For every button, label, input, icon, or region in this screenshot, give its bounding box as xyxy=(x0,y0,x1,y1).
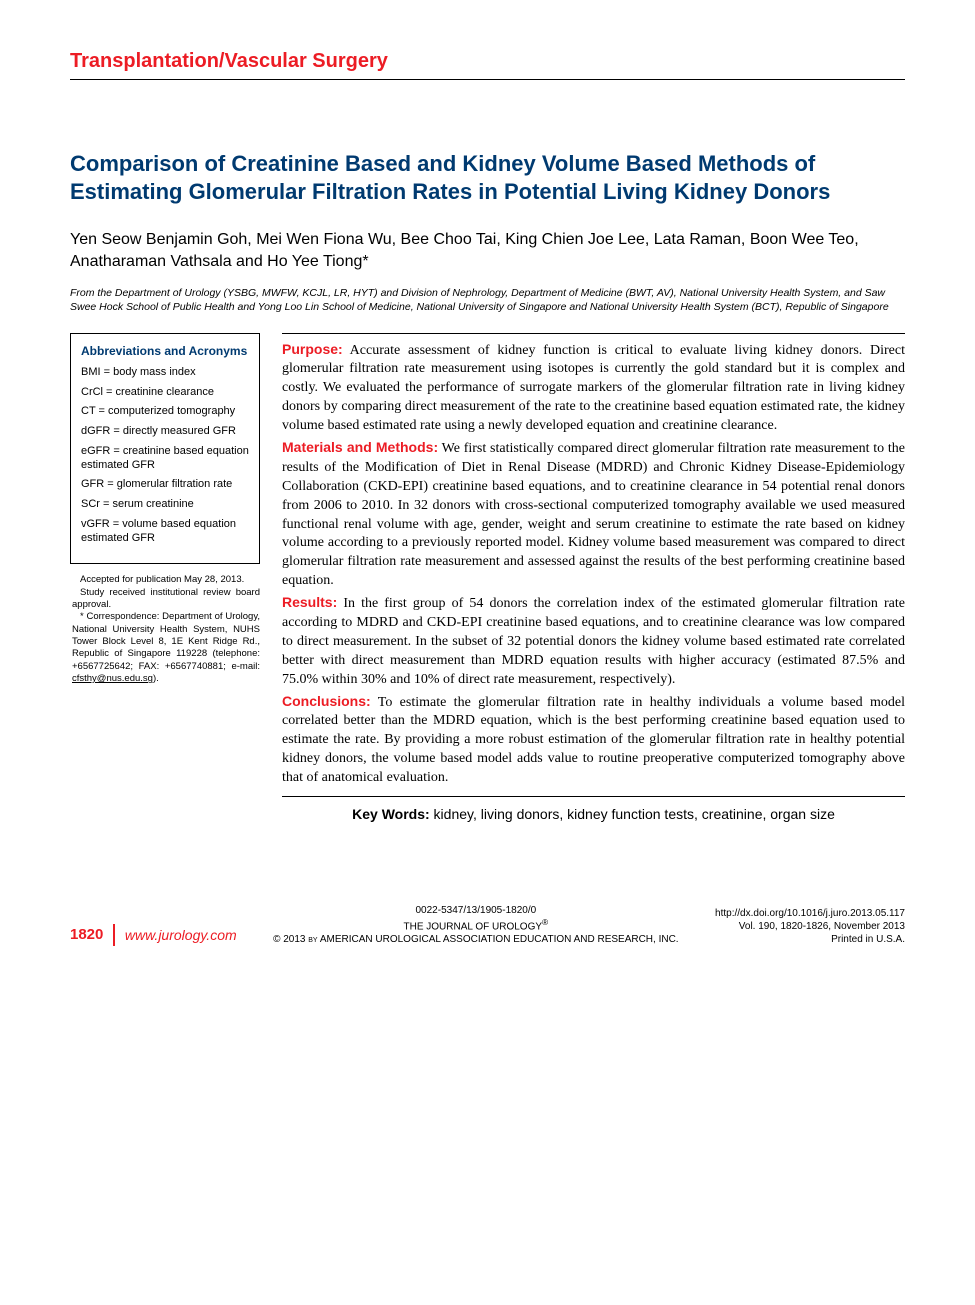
journal-name: THE JOURNAL OF UROLOGY® xyxy=(237,917,715,933)
abstract: Purpose: Accurate assessment of kidney f… xyxy=(282,333,905,824)
abstract-results: Results: In the first group of 54 donors… xyxy=(282,593,905,689)
keywords-text: kidney, living donors, kidney function t… xyxy=(430,806,835,822)
content-columns: Abbreviations and Acronyms BMI = body ma… xyxy=(70,333,905,824)
affiliation: From the Department of Urology (YSBG, MW… xyxy=(70,286,905,314)
keywords: Key Words: kidney, living donors, kidney… xyxy=(282,796,905,824)
printed-in: Printed in U.S.A. xyxy=(715,933,905,946)
abbrev-item: SCr = serum creatinine xyxy=(81,498,249,512)
accepted-date: Accepted for publication May 28, 2013. xyxy=(72,574,260,586)
abbrev-item: BMI = body mass index xyxy=(81,366,249,380)
irb-note: Study received institutional review boar… xyxy=(72,587,260,612)
sidebar-notes: Accepted for publication May 28, 2013. S… xyxy=(70,574,260,685)
article-title: Comparison of Creatinine Based and Kidne… xyxy=(70,150,905,205)
copyright: © 2013 by AMERICAN UROLOGICAL ASSOCIATIO… xyxy=(237,933,715,946)
abbreviations-box: Abbreviations and Acronyms BMI = body ma… xyxy=(70,333,260,565)
footer-center: 0022-5347/13/1905-1820/0 THE JOURNAL OF … xyxy=(237,904,715,946)
abbrev-item: dGFR = directly measured GFR xyxy=(81,425,249,439)
abbrev-item: CT = computerized tomography xyxy=(81,405,249,419)
results-label: Results: xyxy=(282,594,337,610)
author-list: Yen Seow Benjamin Goh, Mei Wen Fiona Wu,… xyxy=(70,229,905,272)
methods-label: Materials and Methods: xyxy=(282,439,438,455)
divider-icon xyxy=(113,924,115,946)
doi: http://dx.doi.org/10.1016/j.juro.2013.05… xyxy=(715,907,905,920)
footer-left: 1820 www.jurology.com xyxy=(70,924,237,946)
abstract-conclusions: Conclusions: To estimate the glomerular … xyxy=(282,692,905,788)
abstract-methods: Materials and Methods: We first statisti… xyxy=(282,438,905,591)
volume-info: Vol. 190, 1820-1826, November 2013 xyxy=(715,920,905,933)
page-number: 1820 xyxy=(70,925,103,945)
journal-url: www.jurology.com xyxy=(125,926,237,944)
issn: 0022-5347/13/1905-1820/0 xyxy=(237,904,715,917)
abbrev-item: eGFR = creatinine based equation estimat… xyxy=(81,445,249,473)
abstract-purpose: Purpose: Accurate assessment of kidney f… xyxy=(282,340,905,436)
conclusions-label: Conclusions: xyxy=(282,693,371,709)
correspondence-email: cfsthy@nus.edu.sg xyxy=(72,673,153,684)
sidebar: Abbreviations and Acronyms BMI = body ma… xyxy=(70,333,260,686)
keywords-label: Key Words: xyxy=(352,806,430,822)
abbreviations-title: Abbreviations and Acronyms xyxy=(81,344,249,358)
section-header: Transplantation/Vascular Surgery xyxy=(70,50,905,80)
abbrev-item: GFR = glomerular filtration rate xyxy=(81,478,249,492)
correspondence-note: * Correspondence: Department of Urology,… xyxy=(72,611,260,685)
footer-right: http://dx.doi.org/10.1016/j.juro.2013.05… xyxy=(715,907,905,946)
purpose-label: Purpose: xyxy=(282,341,343,357)
page-footer: 1820 www.jurology.com 0022-5347/13/1905-… xyxy=(70,904,905,946)
abbrev-item: vGFR = volume based equation estimated G… xyxy=(81,518,249,546)
abbrev-item: CrCl = creatinine clearance xyxy=(81,386,249,400)
